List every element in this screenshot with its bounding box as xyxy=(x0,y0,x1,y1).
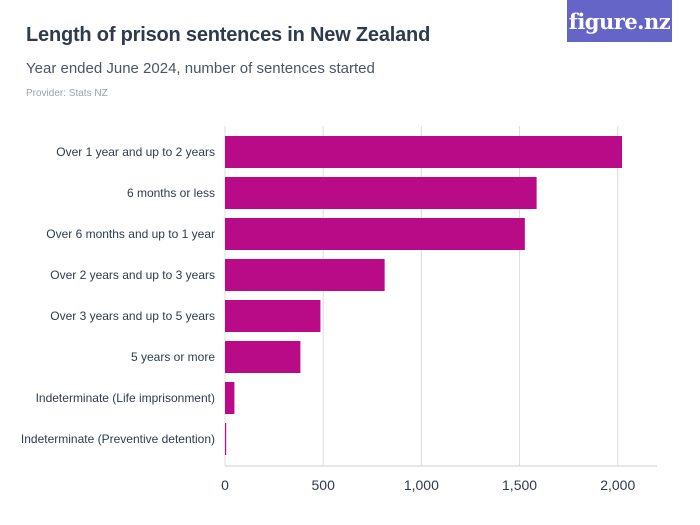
bar[interactable] xyxy=(225,300,321,332)
bars xyxy=(225,136,623,455)
provider-credit: Provider: Stats NZ xyxy=(26,88,108,99)
category-label: 6 months or less xyxy=(127,186,215,200)
x-tick-label: 0 xyxy=(221,477,229,493)
category-label: Over 6 months and up to 1 year xyxy=(46,227,215,241)
bar[interactable] xyxy=(225,177,537,209)
x-tick-label: 1,500 xyxy=(502,477,537,493)
bar[interactable] xyxy=(225,259,385,291)
chart-title: Length of prison sentences in New Zealan… xyxy=(26,24,431,46)
bar[interactable] xyxy=(225,423,227,455)
x-tick-label: 500 xyxy=(312,477,336,493)
bar[interactable] xyxy=(225,218,525,250)
category-label: Indeterminate (Preventive detention) xyxy=(21,432,215,446)
category-label: Indeterminate (Life imprisonment) xyxy=(36,391,215,405)
category-label: Over 2 years and up to 3 years xyxy=(50,268,215,282)
bar[interactable] xyxy=(225,341,301,373)
category-labels: Over 1 year and up to 2 years 6 months or… xyxy=(21,145,215,446)
category-label: Over 3 years and up to 5 years xyxy=(50,309,215,323)
x-tick-label: 2,000 xyxy=(600,477,635,493)
bar[interactable] xyxy=(225,382,235,414)
x-axis-ticks: 0 500 1,000 1,500 2,000 xyxy=(221,477,635,493)
x-tick-label: 1,000 xyxy=(404,477,439,493)
category-label: 5 years or more xyxy=(131,350,215,364)
figure-nz-logo[interactable]: figure.nz xyxy=(567,0,672,42)
bar[interactable] xyxy=(225,136,623,168)
chart-subtitle: Year ended June 2024, number of sentence… xyxy=(26,60,375,77)
category-label: Over 1 year and up to 2 years xyxy=(56,145,215,159)
